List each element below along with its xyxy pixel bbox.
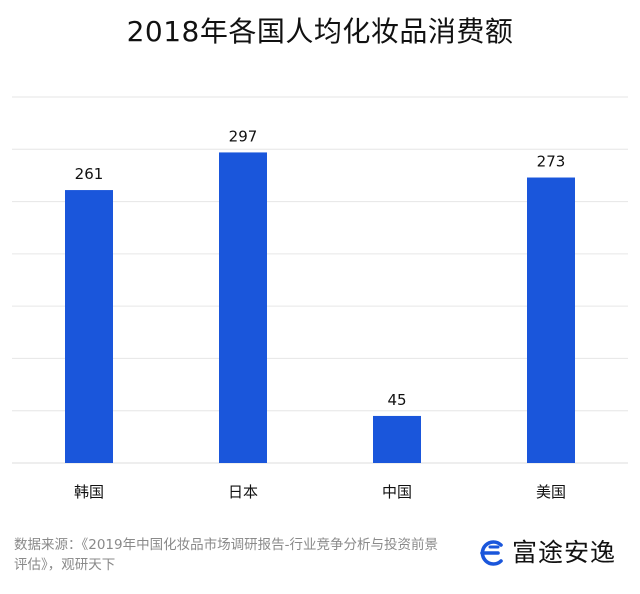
data-source-note: 数据来源：《2019年中国化妆品市场调研报告-行业竞争分析与投资前景评估》，观研… <box>14 537 438 573</box>
grid-lines <box>12 96 628 464</box>
x-tick-label-3: 美国 <box>536 483 566 501</box>
brand-name: 富途安逸 <box>512 538 617 567</box>
bar-3 <box>527 177 575 463</box>
data-label-2: 45 <box>387 391 406 409</box>
brand-logo: 富途安逸 <box>476 533 616 573</box>
bar-0 <box>65 190 113 463</box>
data-label-3: 273 <box>537 153 566 171</box>
x-tick-label-2: 中国 <box>382 483 412 501</box>
bars <box>65 152 575 463</box>
x-tick-label-0: 韩国 <box>74 483 104 501</box>
bar-2 <box>373 415 421 463</box>
brand-logo-icon <box>480 540 503 566</box>
data-labels: 261 297 45 273 <box>75 127 566 409</box>
x-axis-tick-labels: 韩国 日本 中国 美国 <box>74 483 566 501</box>
data-label-0: 261 <box>75 165 104 183</box>
data-label-1: 297 <box>229 127 258 145</box>
chart-title: 2018年各国人均化妆品消费额 <box>126 15 514 48</box>
x-tick-label-1: 日本 <box>228 483 258 501</box>
bar-1 <box>219 152 267 463</box>
